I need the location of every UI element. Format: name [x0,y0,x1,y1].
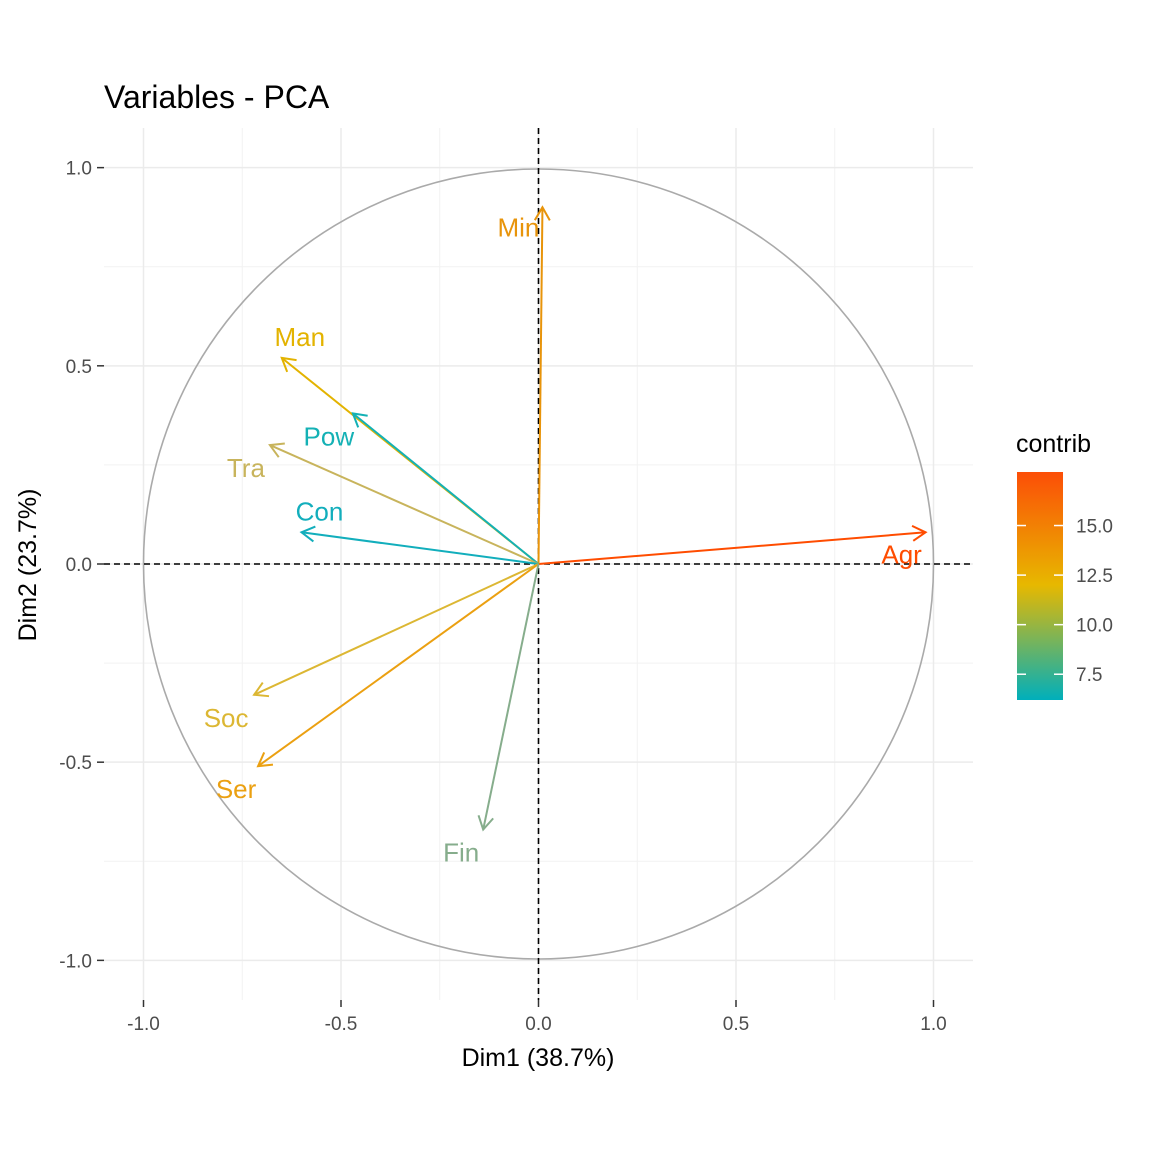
chart-title: Variables - PCA [104,79,330,115]
arrow-shaft-fin [482,563,540,830]
label-tra: Tra [227,453,266,483]
x-tick-label-4: 1.0 [920,1014,946,1035]
y-axis-title: Dim2 (23.7%) [14,489,42,642]
y-tick-label-3: 0.5 [66,357,92,378]
label-soc: Soc [204,703,249,733]
arrow-head-man [280,356,297,373]
x-tick-label-1: -0.5 [325,1014,358,1035]
arrow-head-con [299,525,316,543]
arrow-soc [252,563,539,698]
arrow-head-agr [911,524,928,542]
arrow-shaft-agr [538,531,926,565]
x-tick-label-3: 0.5 [723,1014,749,1035]
arrow-head-pow [351,412,368,428]
label-man: Man [274,322,325,352]
arrow-tra [268,442,539,565]
legend: contrib 7.5 10.0 12.5 15.0 [1016,430,1113,700]
arrow-head-min [533,205,551,221]
arrow-agr [538,524,928,565]
label-pow: Pow [304,421,355,451]
x-axis-title: Dim1 (38.7%) [462,1044,615,1072]
arrow-min [533,205,551,565]
label-min: Min [497,212,539,242]
legend-tick-label-3: 15.0 [1076,517,1113,538]
arrow-head-ser [256,752,274,768]
variable-labels: Agr Min Man Pow Tra Con Soc Ser Fin [204,212,922,867]
arrow-ser [256,563,540,768]
legend-title: contrib [1016,430,1091,458]
legend-ticks: 7.5 10.0 12.5 15.0 [1017,517,1113,686]
arrow-head-fin [477,815,494,832]
y-tick-label-0: -1.0 [59,951,92,972]
arrow-shaft-ser [257,563,540,767]
x-tick-label-2: 0.0 [525,1014,551,1035]
x-axis-ticks: -1.0 -0.5 0.0 0.5 1.0 [127,1000,947,1035]
arrow-shaft-min [537,207,544,565]
arrow-shaft-con [301,531,539,565]
x-tick-label-0: -1.0 [127,1014,160,1035]
arrow-fin [477,563,540,832]
legend-tick-label-0: 7.5 [1076,665,1102,686]
y-axis-ticks: -1.0 -0.5 0.0 0.5 1.0 [59,159,104,972]
arrow-head-tra [268,442,285,458]
arrow-shaft-pow [352,412,540,565]
label-ser: Ser [216,774,257,804]
label-agr: Agr [881,539,922,569]
legend-tick-label-2: 12.5 [1076,566,1113,587]
y-tick-label-1: -0.5 [59,753,92,774]
legend-colorbar [1017,472,1063,700]
arrow-head-soc [252,681,270,698]
y-tick-label-2: 0.0 [66,555,92,576]
arrow-pow [351,412,540,565]
variable-arrows [252,205,928,832]
arrow-shaft-tra [269,444,539,565]
label-con: Con [296,496,344,526]
arrow-con [299,525,539,565]
arrow-shaft-soc [253,563,539,696]
y-tick-label-4: 1.0 [66,159,92,180]
label-fin: Fin [443,838,479,868]
legend-tick-label-1: 10.0 [1076,616,1113,637]
